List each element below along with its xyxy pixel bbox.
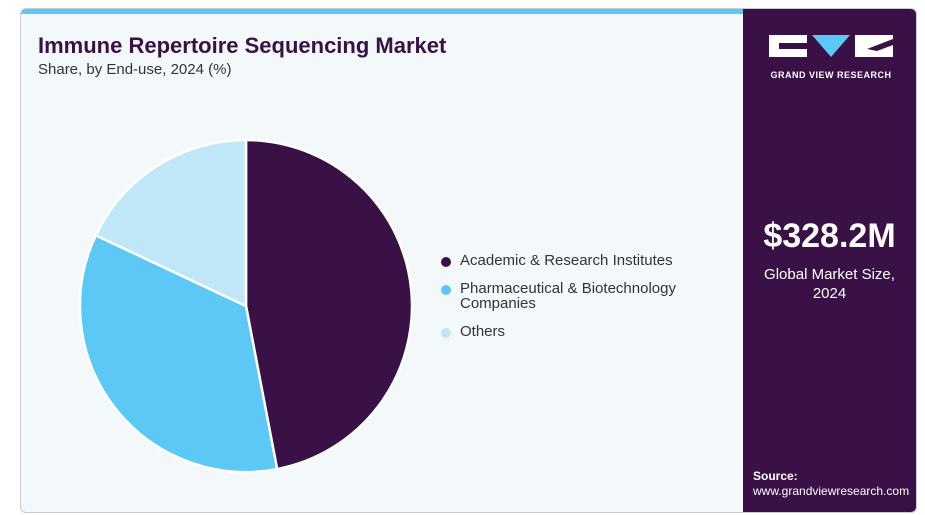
pie-chart	[78, 138, 414, 474]
chart-card: Immune Repertoire Sequencing Market Shar…	[20, 8, 917, 513]
pie-slice-1	[78, 233, 279, 474]
source-note: Source: www.grandviewresearch.com	[753, 469, 909, 499]
chart-legend: Academic & Research Institutes Pharmaceut…	[441, 253, 710, 352]
source-title: Source:	[753, 469, 798, 483]
market-size-label: Global Market Size, 2024	[764, 266, 895, 302]
chart-subtitle: Share, by End-use, 2024 (%)	[38, 61, 232, 78]
legend-marker	[441, 257, 451, 267]
pie-slice-2	[94, 138, 248, 308]
market-size-value: $328.2M	[763, 217, 896, 255]
legend-item: Others	[441, 324, 710, 339]
accent-bar	[21, 9, 743, 14]
chart-title: Immune Repertoire Sequencing Market	[38, 33, 447, 58]
gvr-logo-icon	[769, 35, 893, 57]
source-url: www.grandviewresearch.com	[753, 484, 910, 498]
legend-label: Others	[460, 323, 506, 340]
legend-item: Academic & Research Institutes	[441, 253, 710, 268]
legend-marker	[441, 285, 451, 295]
chart-panel: Immune Repertoire Sequencing Market Shar…	[21, 9, 743, 512]
legend-label: Academic & Research Institutes	[460, 252, 673, 269]
market-panel: GRAND VIEW RESEARCH $328.2M Global Marke…	[743, 9, 916, 512]
brand-name: GRAND VIEW RESEARCH	[770, 70, 892, 80]
brand-logo: GRAND VIEW RESEARCH	[769, 33, 893, 80]
legend-marker	[441, 328, 451, 338]
legend-item: Pharmaceutical & Biotechnology Companies	[441, 281, 710, 311]
legend-label: Pharmaceutical & Biotechnology Companies	[460, 280, 676, 312]
pie-slice-0	[244, 138, 414, 471]
